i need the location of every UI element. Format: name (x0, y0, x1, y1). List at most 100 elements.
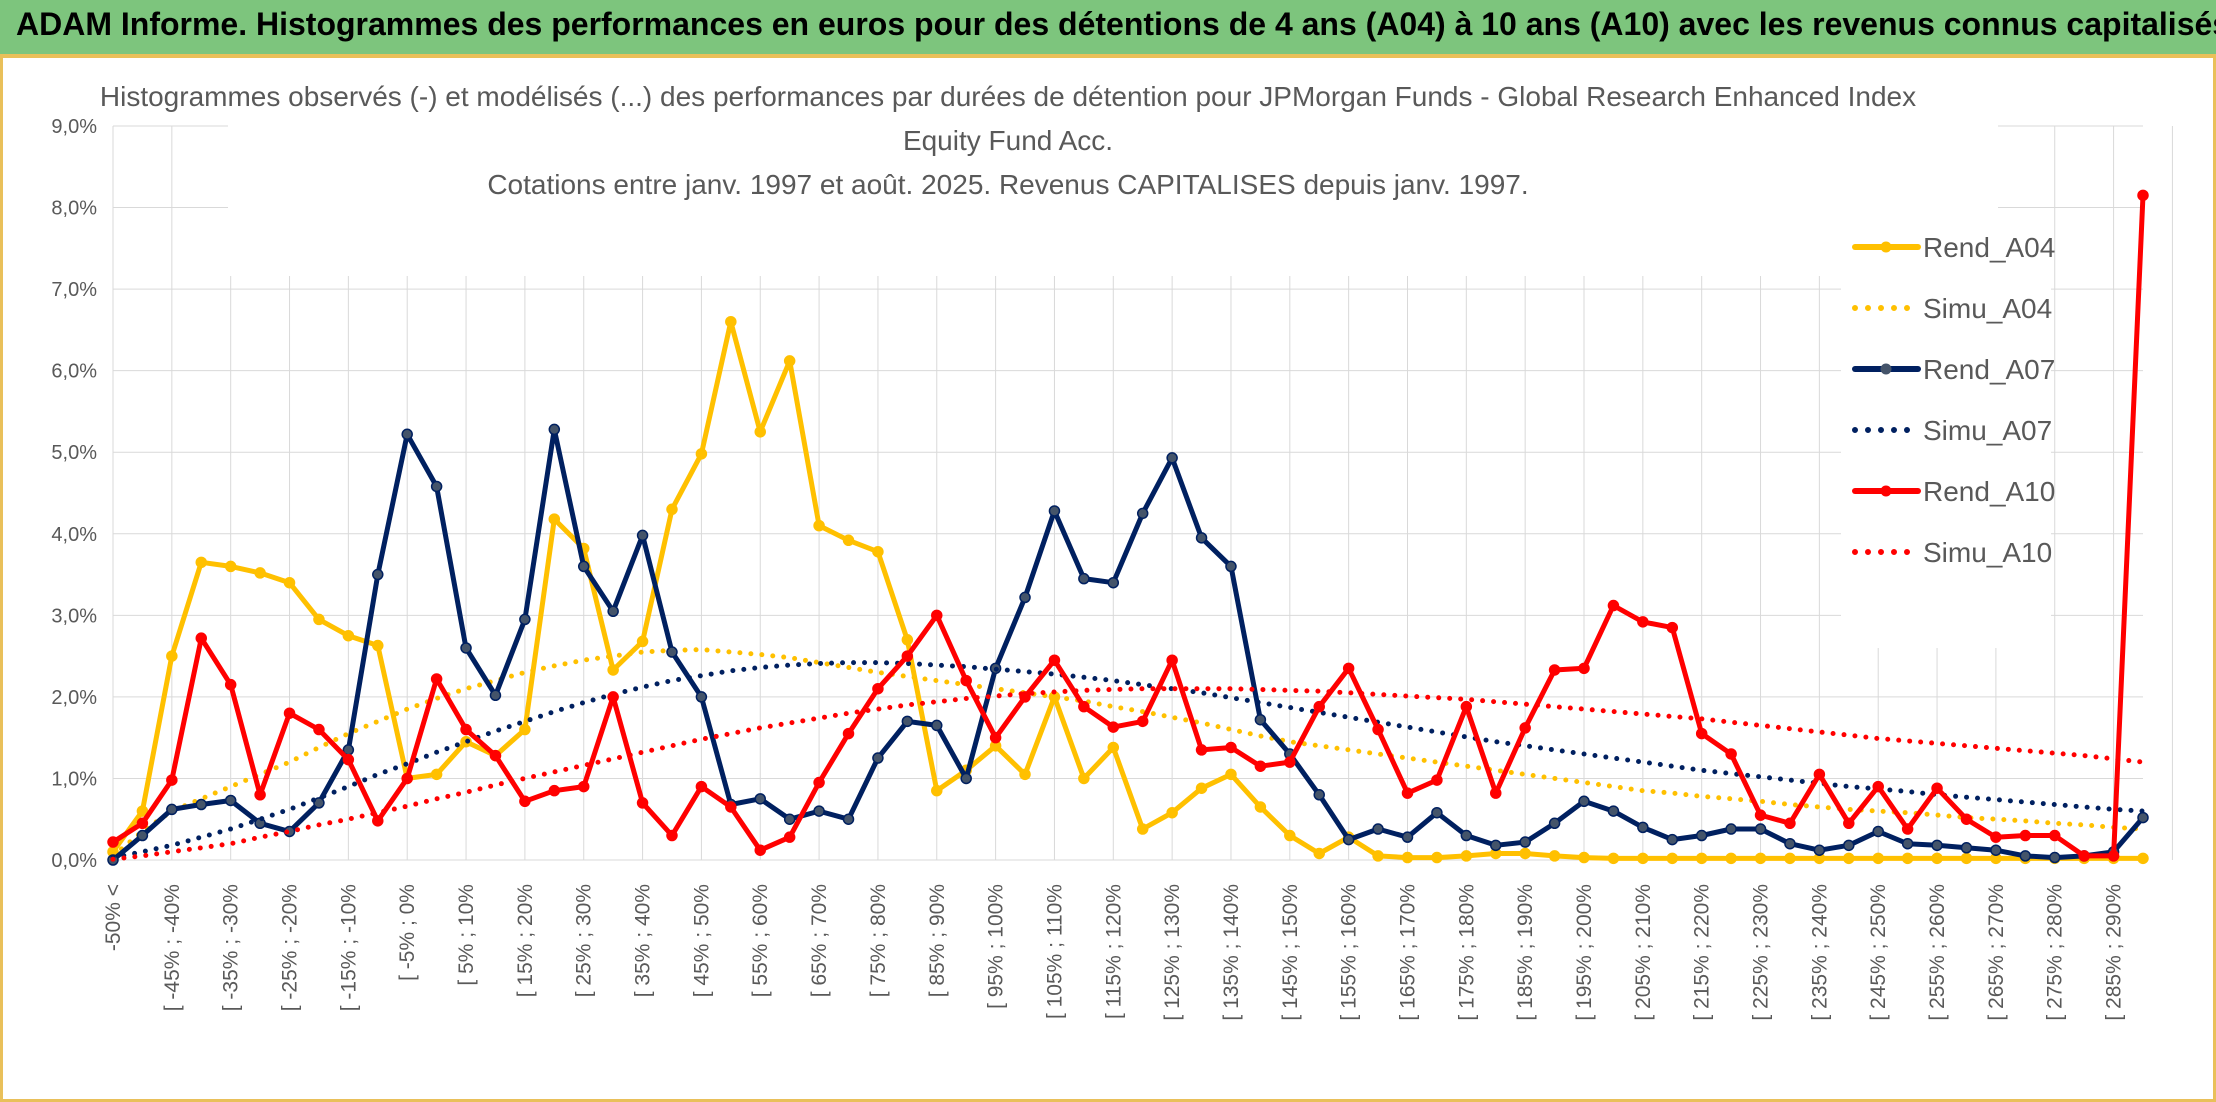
legend-label: Rend_A07 (1923, 354, 2055, 385)
data-point (548, 784, 561, 797)
data-point (489, 689, 502, 702)
data-point (2137, 811, 2149, 824)
data-point (224, 678, 237, 691)
data-point (2137, 189, 2149, 202)
data-point (166, 650, 178, 662)
data-point (372, 815, 384, 827)
x-tick-label: [ -5% ; 0% (396, 884, 419, 981)
data-point (136, 817, 149, 830)
data-point (430, 768, 443, 781)
data-point (989, 731, 1002, 744)
x-tick-label: [ 115% ; 120% (1102, 884, 1125, 1019)
series-simu-a04 (110, 647, 2146, 859)
data-point (1372, 850, 1384, 862)
data-point (1078, 700, 1090, 713)
data-point (783, 813, 796, 825)
x-tick-label: [ 165% ; 170% (1396, 884, 1419, 1021)
data-point (1578, 795, 1590, 808)
legend-marker (1880, 363, 1892, 375)
data-point (1931, 839, 1943, 852)
data-point (931, 609, 943, 622)
data-point (224, 794, 237, 807)
y-tick-label: 7,0% (51, 279, 97, 301)
data-point (1431, 806, 1443, 819)
data-point (372, 568, 384, 581)
data-point (931, 719, 943, 732)
data-point (401, 428, 413, 441)
data-point (254, 567, 266, 579)
data-point (195, 556, 208, 569)
data-point (166, 774, 178, 786)
data-point (695, 691, 708, 703)
legend-label: Rend_A10 (1923, 476, 2055, 507)
data-point (1195, 782, 1208, 794)
x-tick-label: [ 125% ; 130% (1161, 884, 1184, 1021)
data-point (1695, 852, 1708, 865)
x-tick-label: [ -25% ; -20% (279, 884, 302, 1011)
data-point (1460, 829, 1473, 842)
data-point (695, 448, 708, 460)
x-tick-label: [ 275% ; 280% (2044, 884, 2067, 1021)
data-point (842, 727, 855, 740)
data-point (283, 576, 296, 589)
data-point (2048, 829, 2061, 842)
data-point (1048, 654, 1061, 666)
data-point (607, 664, 619, 676)
data-point (1284, 756, 1296, 768)
series-simu-a07 (110, 660, 2146, 861)
x-tick-label: [ 255% ; 260% (1926, 884, 1949, 1021)
data-point (1637, 616, 1649, 628)
x-tick-label: [ 45% ; 50% (690, 884, 713, 997)
chart-title-line: Cotations entre janv. 1997 et août. 2025… (487, 169, 1528, 200)
data-point (842, 534, 855, 547)
data-point (577, 560, 590, 573)
data-point (195, 632, 208, 644)
data-point (695, 780, 708, 793)
x-tick-label: [ 145% ; 150% (1279, 884, 1302, 1021)
data-point (960, 674, 972, 687)
data-point (1136, 507, 1149, 520)
data-point (1431, 774, 1443, 786)
series-rend-a07 (107, 423, 2149, 866)
data-point (1578, 851, 1590, 864)
data-point (1401, 851, 1414, 864)
data-point (754, 844, 766, 856)
data-point (666, 503, 678, 516)
data-point (519, 795, 531, 808)
data-point (1372, 723, 1384, 736)
x-tick-label: [ 175% ; 180% (1455, 884, 1478, 1021)
data-point (1284, 829, 1296, 842)
data-point (666, 646, 678, 658)
data-point (283, 707, 296, 719)
data-point (1254, 760, 1267, 772)
data-point (313, 797, 325, 809)
y-tick-label: 6,0% (51, 361, 97, 383)
y-tick-label: 1,0% (51, 768, 97, 790)
data-point (548, 423, 561, 436)
data-point (1460, 850, 1473, 862)
data-point (136, 829, 149, 842)
data-point (960, 772, 972, 785)
x-tick-label: [ 215% ; 220% (1691, 884, 1714, 1021)
chart-legend: Rend_A04 Simu_A04 Rend_A07 Simu_A07 Rend_A10… (1841, 218, 2055, 648)
legend-background (1841, 218, 2051, 648)
x-tick-label: [ 85% ; 90% (926, 884, 949, 997)
data-point (1107, 576, 1120, 589)
y-tick-label: 4,0% (51, 524, 97, 546)
series-line (110, 647, 2146, 859)
data-point (754, 426, 766, 438)
data-point (2019, 850, 2032, 862)
data-point (725, 315, 737, 328)
y-axis: 0,0% 1,0% 2,0% 3,0% 4,0% 5,0% 6,0% 7,0% 8,0% 9,0% (51, 116, 97, 872)
x-tick-label: [ -15% ; -10% (337, 884, 360, 1011)
series-line (110, 686, 2146, 862)
data-point (931, 784, 943, 797)
report-banner: ADAM Informe. Histogrammes des performan… (0, 0, 2216, 58)
data-point (430, 673, 443, 685)
y-tick-label: 0,0% (51, 850, 97, 872)
series-line (110, 660, 2146, 861)
data-point (1166, 654, 1178, 666)
series-line (110, 319, 2146, 861)
x-tick-label: [ 135% ; 140% (1220, 884, 1243, 1021)
data-point (1225, 741, 1237, 754)
